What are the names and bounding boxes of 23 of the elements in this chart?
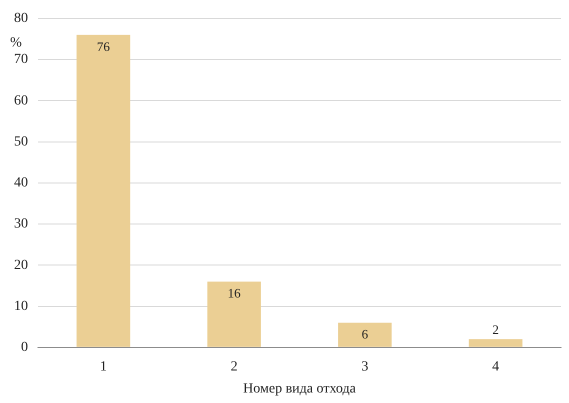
y-tick-label: 60 xyxy=(14,93,28,108)
bar xyxy=(76,34,130,347)
y-tick-label: 0 xyxy=(21,340,28,356)
y-tick-label: 30 xyxy=(14,216,28,232)
data-label: 76 xyxy=(96,38,110,54)
data-label: 16 xyxy=(228,286,242,301)
bar xyxy=(338,322,392,347)
y-tick-label: 20 xyxy=(14,258,28,273)
bar xyxy=(468,339,522,347)
y-tick-label: 80 xyxy=(14,11,28,26)
y-tick-label: 50 xyxy=(14,134,28,150)
x-tick-label: 4 xyxy=(492,359,500,374)
data-label: 6 xyxy=(362,326,369,342)
x-axis-title: Номер вида отхода xyxy=(243,381,357,396)
y-tick-label: 10 xyxy=(14,298,28,314)
x-tick-label: 1 xyxy=(100,359,107,374)
y-tick-label: 40 xyxy=(14,176,28,191)
y-axis-title: % xyxy=(10,35,22,50)
data-label: 2 xyxy=(492,322,499,338)
bar xyxy=(207,282,261,347)
x-tick-label: 2 xyxy=(230,359,238,374)
y-tick-label: 70 xyxy=(14,52,28,68)
x-tick-label: 3 xyxy=(361,359,368,374)
